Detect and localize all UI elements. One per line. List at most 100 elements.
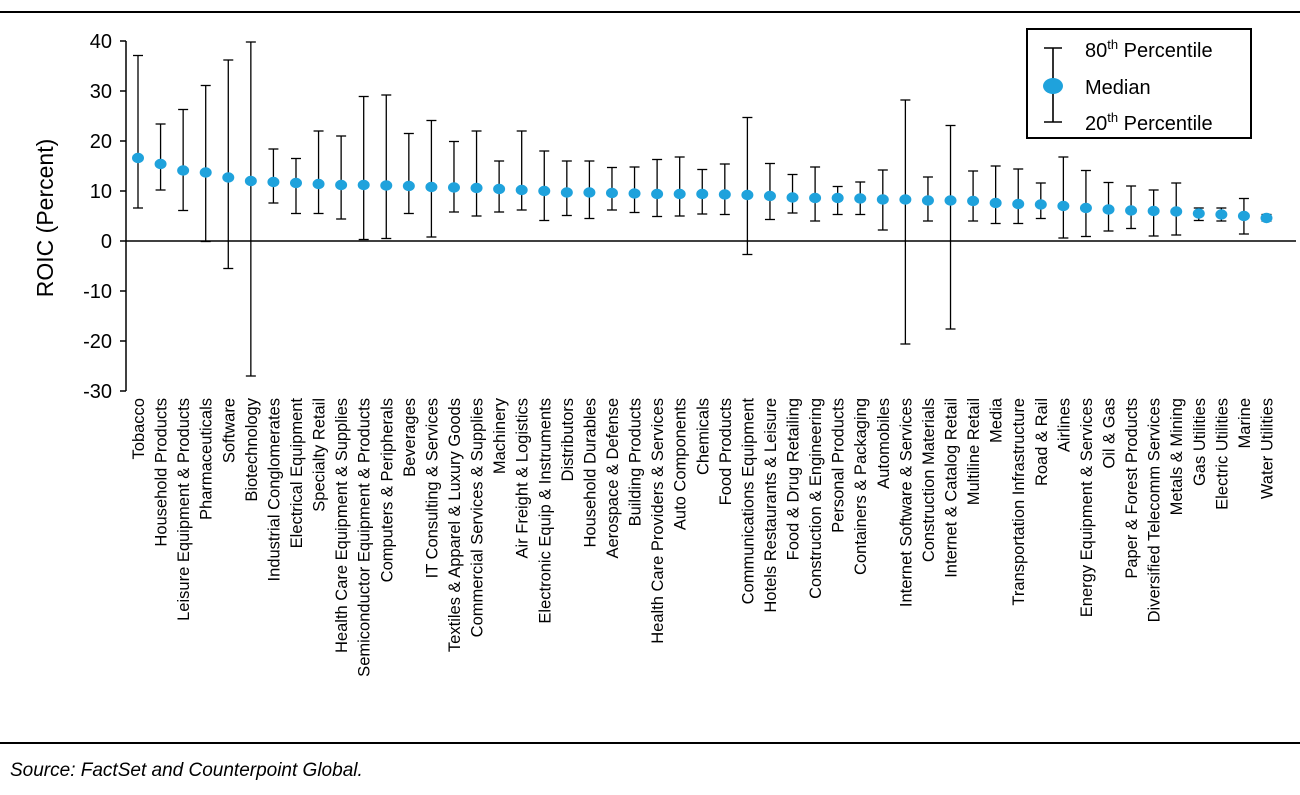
error-bar	[199, 84, 212, 243]
median-marker	[470, 182, 483, 194]
x-tick-label: Paper & Forest Products	[1123, 398, 1141, 579]
x-tick-label: Auto Components	[672, 398, 690, 530]
x-tick-label: Food & Drug Retailing	[785, 398, 803, 560]
x-tick-label: Hotels Restaurants & Leisure	[762, 398, 780, 613]
x-tick-label: Distributors	[559, 398, 577, 481]
error-bar	[786, 173, 799, 214]
median-marker	[1192, 208, 1205, 219]
error-bar	[1192, 207, 1205, 222]
median-marker	[1057, 200, 1070, 212]
x-tick-label: Road & Rail	[1033, 398, 1051, 486]
error-bar	[177, 108, 190, 212]
legend: 80th Percentile Median 20th Percentile	[1026, 28, 1252, 139]
x-tick-label: Commercial Services & Supplies	[469, 398, 487, 637]
median-marker	[1170, 206, 1183, 217]
x-tick-label: Metals & Mining	[1168, 398, 1186, 515]
median-marker	[222, 172, 235, 183]
median-marker	[199, 167, 212, 178]
x-tick-label: Gas Utilities	[1191, 398, 1209, 486]
median-marker	[696, 188, 709, 200]
error-bar	[809, 166, 822, 222]
x-tick-label: Water Utilities	[1259, 398, 1277, 499]
error-bar	[222, 59, 235, 270]
median-marker	[402, 180, 415, 192]
y-tick-label: -20	[83, 331, 112, 353]
error-bar	[1034, 182, 1047, 220]
x-tick-label: Construction Materials	[920, 398, 938, 562]
legend-box	[1026, 28, 1252, 139]
median-marker	[132, 152, 144, 164]
x-tick-label: Machinery	[491, 397, 509, 474]
x-tick-label: Beverages	[401, 398, 419, 477]
median-marker	[989, 197, 1002, 209]
x-tick-label: Personal Products	[830, 398, 848, 533]
error-bar	[651, 158, 664, 218]
error-bar	[1102, 181, 1115, 232]
error-bar	[831, 185, 844, 216]
error-bar	[402, 132, 415, 215]
median-marker	[583, 187, 596, 198]
legend-p20: 20th Percentile	[1085, 110, 1213, 135]
x-tick-label: Diversified Telecomm Services	[1146, 398, 1164, 622]
y-axis: -30 -20 -10 0 10 20 30 40	[83, 31, 127, 403]
error-bar	[876, 169, 889, 231]
error-bar	[673, 156, 686, 217]
x-tick-label: Food Products	[717, 398, 735, 505]
error-bar	[335, 135, 348, 220]
y-tick-label: -30	[83, 381, 112, 403]
error-bar	[470, 130, 483, 217]
legend-p80: 80th Percentile	[1085, 37, 1213, 62]
error-bar	[944, 124, 957, 330]
x-tick-label: Household Products	[153, 398, 171, 547]
error-bar	[628, 166, 641, 214]
error-bar	[132, 54, 144, 209]
x-tick-label: Air Freight & Logistics	[514, 398, 532, 558]
x-tick-label: Specialty Retail	[311, 398, 329, 512]
error-bar	[515, 130, 528, 211]
error-bar	[921, 176, 934, 222]
error-bar	[538, 150, 551, 222]
median-marker	[854, 193, 867, 204]
source-note: Source: FactSet and Counterpoint Global.	[10, 760, 363, 781]
x-tick-label: Internet & Catalog Retail	[943, 398, 961, 578]
x-tick-label: Oil & Gas	[1101, 398, 1119, 469]
legend-median: Median	[1085, 77, 1151, 99]
median-marker	[177, 165, 190, 176]
median-marker	[628, 188, 641, 199]
error-bar	[357, 95, 370, 241]
error-bar	[1147, 189, 1160, 237]
error-bar	[560, 160, 573, 217]
error-bar	[312, 130, 325, 215]
median-marker	[831, 192, 844, 204]
median-marker	[899, 194, 912, 205]
y-axis-label: ROIC (Percent)	[32, 139, 58, 297]
median-marker	[651, 188, 664, 200]
x-tick-label: Semiconductor Equipment & Products	[356, 398, 374, 677]
x-tick-label: Chemicals	[694, 398, 712, 475]
median-marker	[809, 192, 822, 204]
x-tick-label: Automobiles	[875, 398, 893, 489]
x-tick-label: Biotechnology	[243, 397, 261, 501]
legend-whisker-icon	[1043, 47, 1063, 123]
median-marker	[1102, 204, 1115, 215]
error-bar	[741, 116, 754, 256]
x-tick-label: IT Consulting & Services	[423, 398, 441, 578]
median-marker	[763, 190, 776, 202]
x-tick-label: Internet Software & Services	[897, 398, 915, 607]
median-marker	[335, 179, 348, 191]
y-tick-label: -10	[83, 281, 112, 303]
error-bar	[267, 148, 280, 204]
median-marker	[1147, 205, 1160, 217]
error-bar	[1125, 185, 1138, 230]
median-marker	[876, 194, 889, 205]
x-tick-label: Tobacco	[130, 398, 148, 459]
error-bar	[854, 181, 867, 216]
error-bar	[763, 162, 776, 221]
median-marker	[718, 189, 731, 200]
error-bar	[1260, 212, 1273, 224]
median-marker	[154, 158, 167, 170]
median-marker	[560, 187, 573, 198]
x-tick-label: Computers & Peripherals	[378, 398, 396, 582]
